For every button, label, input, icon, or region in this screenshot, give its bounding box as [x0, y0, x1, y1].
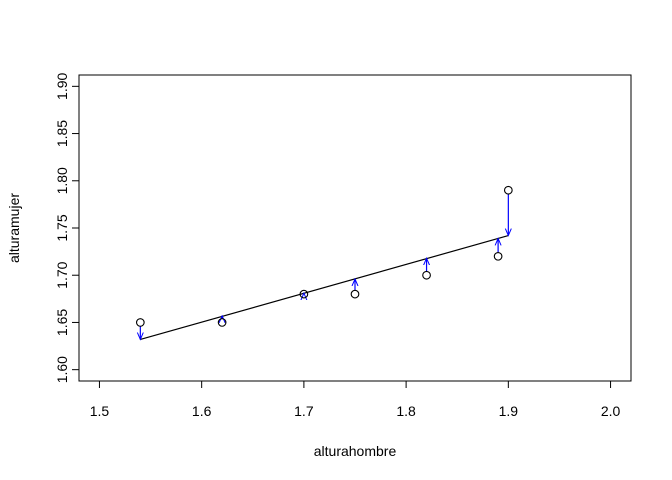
- x-tick-label: 1.9: [499, 403, 519, 419]
- x-tick-label: 2.0: [601, 403, 621, 419]
- x-axis: 1.5 1.6 1.7 1.8 1.9 2.0: [90, 381, 621, 419]
- x-tick-label: 1.6: [192, 403, 212, 419]
- x-tick-label: 1.5: [90, 403, 110, 419]
- data-points: [137, 186, 513, 326]
- residual-arrows: [140, 194, 508, 340]
- data-point: [218, 319, 226, 327]
- y-tick-label: 1.85: [54, 120, 70, 147]
- y-tick-label: 1.75: [54, 214, 70, 241]
- y-tick-label: 1.65: [54, 309, 70, 336]
- regression-layer: [140, 236, 508, 340]
- y-tick-label: 1.90: [54, 72, 70, 99]
- data-point: [505, 186, 513, 194]
- y-axis-label: alturamujer: [6, 193, 22, 263]
- data-point: [137, 319, 145, 327]
- x-tick-label: 1.8: [396, 403, 416, 419]
- x-tick-label: 1.7: [294, 403, 314, 419]
- y-tick-label: 1.70: [54, 261, 70, 288]
- x-axis-label: alturahombre: [314, 443, 397, 459]
- data-point: [423, 271, 431, 279]
- y-tick-label: 1.80: [54, 167, 70, 194]
- data-point: [351, 290, 359, 298]
- y-axis: 1.60 1.65 1.70 1.75 1.80 1.85 1.90: [54, 72, 79, 383]
- plot-frame: [79, 75, 631, 381]
- data-point: [494, 253, 502, 261]
- regression-line: [140, 236, 508, 340]
- y-tick-label: 1.60: [54, 356, 70, 383]
